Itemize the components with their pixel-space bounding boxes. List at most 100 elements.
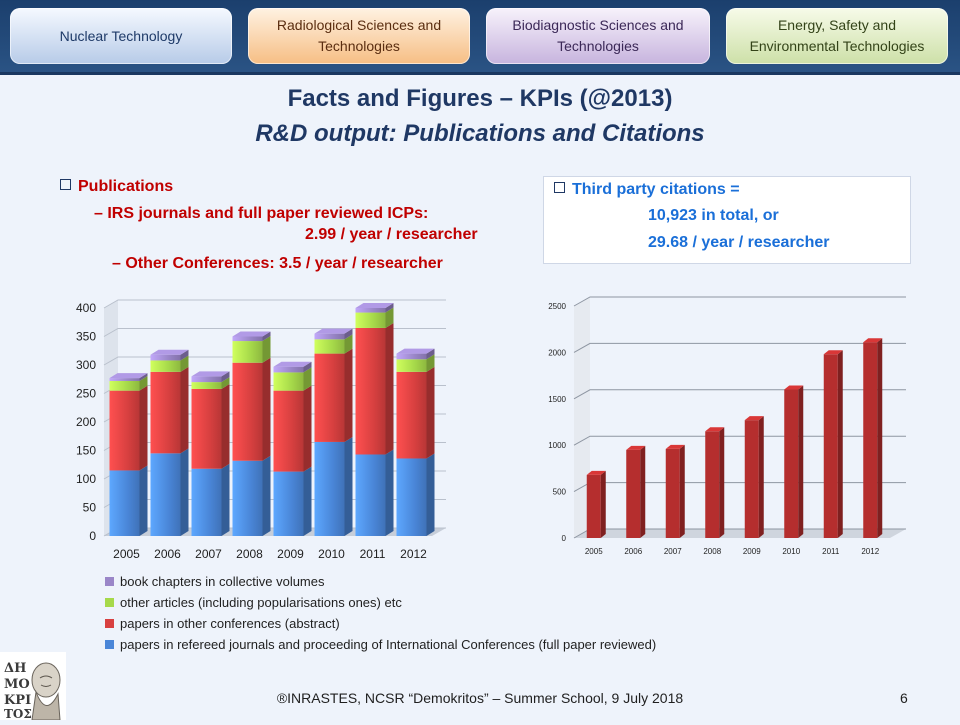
bar-segment-side bbox=[180, 366, 189, 454]
citations-box: Third party citations = 10,923 in total,… bbox=[543, 176, 911, 264]
legend-swatch bbox=[105, 619, 114, 628]
bar-segment-2005 bbox=[109, 390, 140, 471]
y-tick-label: 1500 bbox=[548, 395, 566, 404]
publications-line-other: – Other Conferences: 3.5 / year / resear… bbox=[112, 255, 443, 272]
bar-segment-2008 bbox=[232, 460, 263, 536]
checkbox-bullet-icon bbox=[60, 179, 71, 190]
bar-segment-2012 bbox=[396, 359, 427, 372]
legend-label: other articles (including popularisation… bbox=[120, 595, 402, 610]
citation-bar-2006 bbox=[626, 449, 641, 538]
bar-segment-2006 bbox=[150, 360, 181, 372]
citation-bar-top bbox=[626, 445, 646, 450]
x-tick-label: 2005 bbox=[585, 547, 603, 556]
citation-bar-2009 bbox=[744, 420, 759, 538]
citation-bar-side bbox=[758, 416, 764, 538]
bar-segment-2006 bbox=[150, 371, 181, 454]
y-tick-label: 50 bbox=[83, 501, 97, 515]
publications-legend: book chapters in collective volumes other… bbox=[105, 571, 656, 655]
citations-total: 10,923 in total, or bbox=[648, 207, 779, 224]
bar-top bbox=[355, 303, 394, 308]
citation-bar-2010 bbox=[784, 389, 799, 538]
bar-segment-2007 bbox=[191, 376, 222, 383]
gridline bbox=[573, 389, 906, 400]
slide-subtitle: R&D output: Publications and Citations bbox=[255, 120, 705, 147]
top-navigation-bar: Nuclear Technology Radiological Sciences… bbox=[0, 0, 960, 75]
bar-segment-side bbox=[303, 385, 312, 472]
y-tick-label: 250 bbox=[76, 387, 96, 401]
publications-heading: Publications bbox=[78, 178, 174, 195]
bar-segment-2005 bbox=[109, 380, 140, 391]
bar-segment-2010 bbox=[314, 339, 345, 354]
bar-segment-side bbox=[385, 303, 394, 313]
publications-line-rate: 2.99 / year / researcher bbox=[305, 226, 478, 243]
y-tick-label: 200 bbox=[76, 415, 96, 429]
bar-segment-2012 bbox=[396, 458, 427, 536]
bar-segment-2011 bbox=[355, 327, 386, 455]
citation-bar-side bbox=[798, 385, 804, 538]
demokritos-logo: ΔΗ ΜΟ ΚΡΙ ΤΟΣ bbox=[0, 652, 66, 721]
x-tick-label: 2009 bbox=[743, 547, 761, 556]
bar-segment-2007 bbox=[191, 388, 222, 469]
citation-bar-2011 bbox=[823, 354, 838, 538]
bar-segment-2010 bbox=[314, 441, 345, 536]
gridline bbox=[103, 328, 446, 337]
citation-bar-side bbox=[600, 470, 606, 538]
slide-title: Facts and Figures – KPIs (@2013) bbox=[287, 85, 673, 112]
bar-segment-side bbox=[426, 366, 435, 459]
bar-top bbox=[232, 331, 271, 337]
citation-bar-top bbox=[784, 385, 804, 390]
bar-segment-side bbox=[139, 375, 148, 391]
citation-bar-top bbox=[744, 416, 764, 421]
bar-segment-side bbox=[344, 328, 353, 340]
x-tick-label: 2007 bbox=[664, 547, 682, 556]
bar-segment-side bbox=[262, 357, 271, 461]
citations-rate: 29.68 / year / researcher bbox=[648, 234, 830, 251]
citation-bar-top bbox=[863, 338, 883, 343]
bar-segment-side bbox=[385, 449, 394, 536]
legend-entry: papers in other conferences (abstract) bbox=[105, 613, 656, 634]
tab-energy-safety-environmental[interactable]: Energy, Safety and Environmental Technol… bbox=[726, 8, 948, 64]
bar-segment-side bbox=[303, 361, 312, 373]
y-tick-label: 100 bbox=[76, 472, 96, 486]
citation-bar-side bbox=[679, 444, 685, 538]
bar-segment-2008 bbox=[232, 336, 263, 342]
bar-top bbox=[273, 361, 312, 367]
gridline bbox=[573, 296, 906, 307]
y-tick-label: 2500 bbox=[548, 302, 566, 311]
bar-segment-2010 bbox=[314, 353, 345, 442]
bar-segment-side bbox=[426, 453, 435, 536]
chart-floor bbox=[574, 529, 906, 538]
legend-label: papers in other conferences (abstract) bbox=[120, 616, 340, 631]
checkbox-bullet-icon bbox=[554, 182, 565, 193]
y-tick-label: 400 bbox=[76, 301, 96, 315]
bar-segment-side bbox=[344, 436, 353, 536]
y-tick-label: 150 bbox=[76, 444, 96, 458]
svg-text:ΚΡΙ: ΚΡΙ bbox=[4, 693, 31, 708]
footer-text: ®INRASTES, NCSR “Demokritos” – Summer Sc… bbox=[276, 690, 684, 706]
x-tick-label: 2006 bbox=[624, 547, 642, 556]
x-tick-label: 2010 bbox=[782, 547, 800, 556]
bar-segment-side bbox=[139, 385, 148, 471]
bar-segment-2010 bbox=[314, 333, 345, 340]
citation-bar-2012 bbox=[863, 342, 878, 538]
gridline bbox=[103, 299, 446, 309]
tab-biodiagnostic-sciences[interactable]: Biodiagnostic Sciences and Technologies bbox=[486, 8, 710, 64]
bar-segment-side bbox=[221, 371, 230, 383]
tab-radiological-sciences[interactable]: Radiological Sciences and Technologies bbox=[248, 8, 470, 64]
bar-segment-side bbox=[426, 348, 435, 360]
tab-nuclear-technology[interactable]: Nuclear Technology bbox=[10, 8, 232, 64]
legend-label: papers in refereed journals and proceedi… bbox=[120, 637, 657, 652]
bar-segment-2011 bbox=[355, 312, 386, 328]
bar-top bbox=[314, 328, 353, 334]
y-tick-label: 300 bbox=[76, 358, 96, 372]
bar-segment-2008 bbox=[232, 341, 263, 363]
citation-bar-side bbox=[719, 427, 725, 538]
bar-segment-2009 bbox=[273, 366, 304, 373]
x-tick-label: 2012 bbox=[400, 547, 427, 561]
bar-segment-side bbox=[262, 331, 271, 342]
bar-segment-side bbox=[180, 349, 189, 361]
gridline bbox=[573, 435, 906, 446]
bar-segment-side bbox=[139, 465, 148, 536]
bar-top bbox=[396, 348, 435, 354]
